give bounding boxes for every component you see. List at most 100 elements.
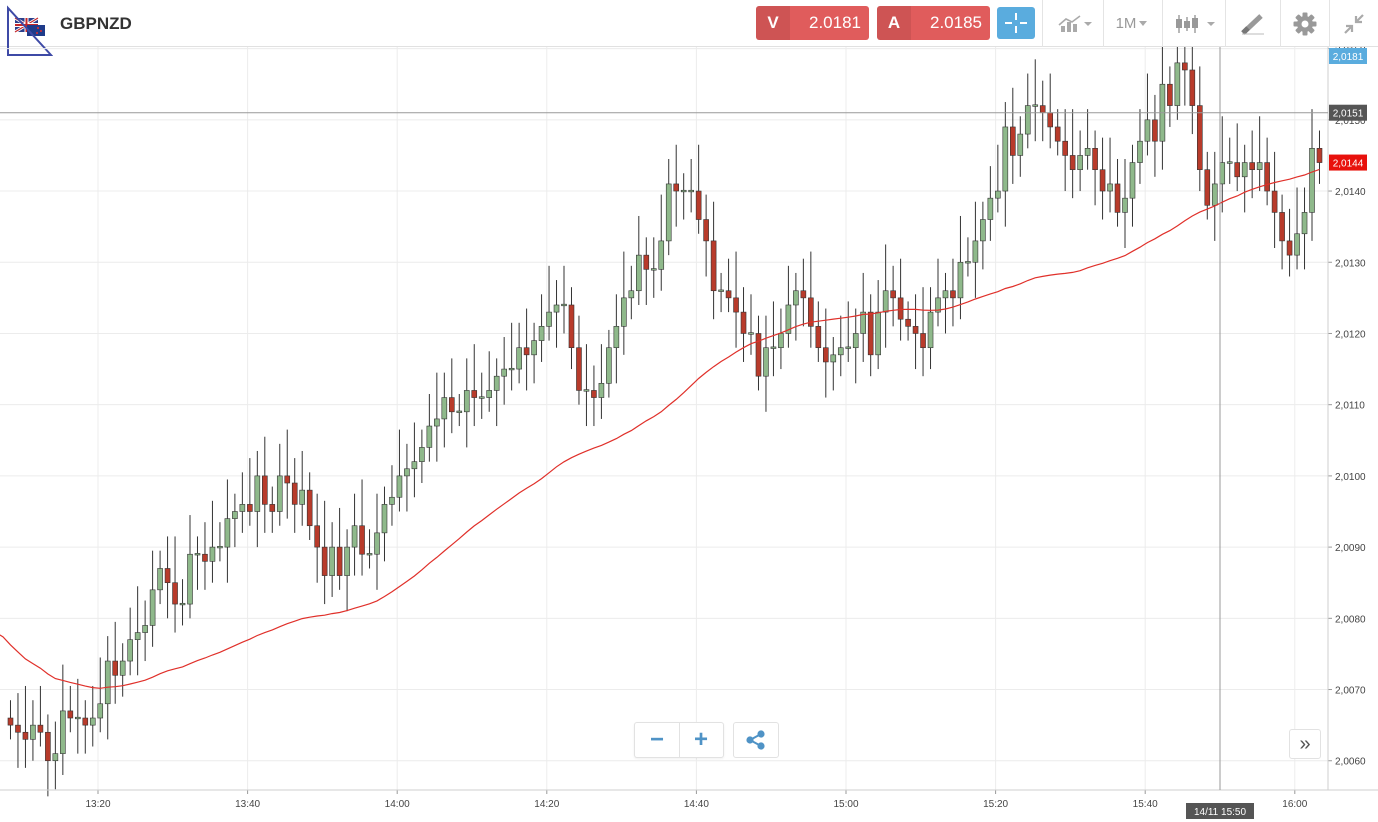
- candle-up: [665, 183, 672, 242]
- candle-down: [950, 290, 956, 299]
- candle-down: [164, 568, 171, 584]
- flag-icon: [7, 5, 53, 56]
- candle-down: [15, 724, 21, 733]
- x-tick-label: 13:40: [235, 799, 260, 810]
- candle-up: [1077, 155, 1083, 170]
- candle-down: [703, 219, 709, 242]
- x-tick-label: 14:20: [534, 799, 559, 810]
- candle-up: [157, 568, 163, 591]
- timeframe-label: 1M: [1115, 15, 1137, 32]
- sell-price: 2.0181: [809, 13, 861, 32]
- candle-up: [1226, 161, 1233, 164]
- x-tick-label: 14:40: [684, 799, 709, 810]
- scroll-forward-button[interactable]: »: [1289, 729, 1321, 759]
- candle-up: [478, 396, 485, 399]
- sell-tag: V: [756, 6, 790, 40]
- settings-button[interactable]: [1281, 0, 1329, 47]
- candle-down: [725, 290, 732, 299]
- candle-down: [336, 546, 343, 576]
- y-tick-label: 2,0060: [1335, 757, 1366, 768]
- candle-down: [755, 333, 762, 377]
- candle-up: [75, 716, 81, 720]
- chart-type-button[interactable]: [1163, 0, 1225, 47]
- candle-up: [1122, 197, 1128, 213]
- candle-down: [82, 717, 89, 726]
- collapse-icon: [1344, 13, 1364, 34]
- sell-price-button[interactable]: V 2.0181: [756, 6, 869, 40]
- timeframe-selector[interactable]: 1M: [1104, 0, 1162, 47]
- candle-down: [306, 489, 313, 527]
- candle-up: [995, 190, 1001, 199]
- toolbar-divider: [1042, 0, 1043, 47]
- candle-down: [1047, 112, 1054, 128]
- candle-down: [172, 582, 178, 605]
- candle-up: [441, 397, 448, 420]
- candle-up: [1017, 133, 1024, 156]
- crosshair-button[interactable]: [997, 7, 1035, 39]
- buy-price-button[interactable]: A 2.0185: [877, 6, 990, 40]
- candle-down: [22, 731, 29, 740]
- candle-down: [808, 297, 814, 327]
- candle-up: [52, 753, 59, 762]
- compare-chart-icon: [1058, 14, 1092, 32]
- candle-up: [553, 304, 560, 313]
- y-tick-label: 2,0150: [1335, 116, 1366, 127]
- candle-down: [673, 183, 680, 192]
- candle-up: [531, 340, 537, 356]
- candle-down: [1197, 105, 1203, 170]
- zoom-out-button[interactable]: −: [635, 723, 680, 757]
- buy-tag: A: [877, 6, 911, 40]
- buy-price: 2.0185: [930, 13, 982, 32]
- candle-up: [882, 290, 889, 313]
- candle-down: [1114, 183, 1121, 213]
- candle-down: [449, 397, 455, 413]
- candle-down: [576, 347, 582, 391]
- candle-up: [501, 368, 507, 377]
- candle-up: [127, 639, 133, 662]
- share-button[interactable]: [733, 722, 779, 758]
- price-chart[interactable]: 2,01602,01502,01402,01302,01202,01102,01…: [0, 47, 1378, 822]
- candle-down: [591, 390, 597, 398]
- candle-down: [867, 311, 874, 356]
- candle-down: [1182, 62, 1188, 71]
- candle-down: [284, 475, 291, 484]
- y-tick-label: 2,0070: [1335, 686, 1366, 697]
- x-tick-label: 13:20: [85, 799, 110, 810]
- candle-down: [1234, 162, 1241, 178]
- symbol-title: GBPNZD: [60, 14, 132, 33]
- candle-up: [793, 290, 799, 306]
- candle-up: [351, 525, 358, 548]
- candle-down: [568, 304, 575, 349]
- candle-down: [1271, 190, 1278, 213]
- collapse-button[interactable]: [1330, 0, 1378, 47]
- candle-down: [815, 326, 822, 349]
- y-tick-label: 2,0100: [1335, 472, 1366, 483]
- candle-down: [733, 297, 739, 313]
- candle-down: [695, 190, 702, 220]
- drawing-tools-button[interactable]: [1226, 0, 1280, 47]
- candle-up: [538, 326, 545, 341]
- candle-up: [119, 660, 126, 676]
- candle-up: [486, 390, 493, 398]
- candle-down: [710, 240, 717, 292]
- candle-up: [1241, 162, 1248, 178]
- candle-up: [927, 311, 934, 349]
- candle-up: [650, 268, 657, 271]
- candle-up: [1301, 212, 1308, 235]
- candle-up: [770, 346, 777, 349]
- candle-down: [897, 297, 904, 320]
- candle-down: [1249, 162, 1255, 170]
- toolbar-divider: [1280, 0, 1281, 47]
- candle-up: [1144, 119, 1151, 142]
- compare-chart-button[interactable]: [1043, 0, 1103, 47]
- candle-up: [942, 290, 949, 299]
- candles-layer: [7, 47, 1323, 797]
- candle-up: [239, 504, 246, 512]
- candle-up: [276, 475, 283, 512]
- toolbar-divider: [1162, 0, 1163, 47]
- candle-up: [60, 710, 66, 754]
- candle-up: [142, 625, 148, 633]
- drawing-tool-icon: [1241, 13, 1264, 35]
- candlestick-type-icon: [1176, 14, 1215, 33]
- zoom-in-button[interactable]: +: [693, 726, 708, 753]
